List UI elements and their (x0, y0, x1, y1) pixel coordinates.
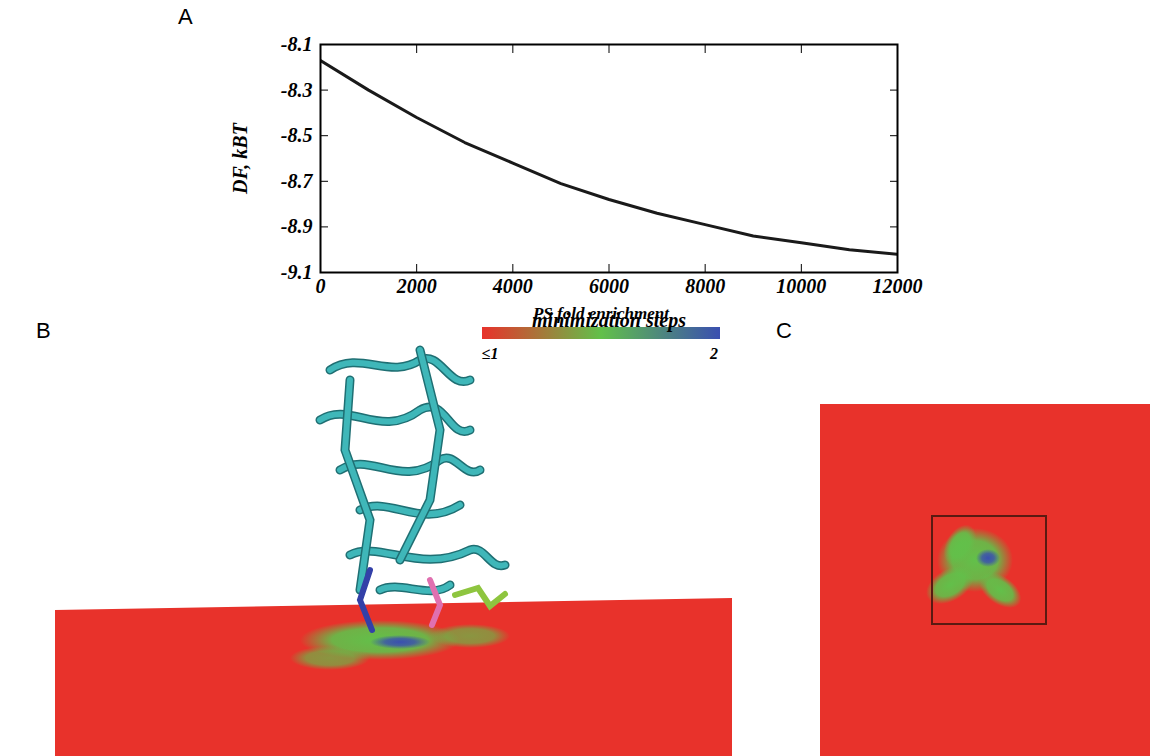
svg-text:≤1: ≤1 (482, 345, 499, 362)
html-text:C: C (776, 318, 792, 343)
svg-text:10000: 10000 (776, 275, 826, 297)
html-text:A: A (178, 4, 193, 29)
svg-text:-8.1: -8.1 (281, 33, 313, 55)
svg-text:minimization steps: minimization steps (532, 309, 686, 332)
svg-text:8000: 8000 (685, 275, 725, 297)
svg-text:0: 0 (316, 275, 326, 297)
svg-text:-8.7: -8.7 (281, 170, 314, 192)
svg-text:-8.5: -8.5 (281, 124, 313, 146)
svg-text:DF, kBT: DF, kBT (229, 122, 251, 195)
svg-text:6000: 6000 (589, 275, 629, 297)
svg-text:2000: 2000 (396, 275, 437, 297)
svg-text:-8.9: -8.9 (281, 215, 313, 237)
svg-text:2: 2 (709, 345, 718, 362)
svg-text:-9.1: -9.1 (281, 261, 313, 283)
html-text:B: B (36, 318, 51, 343)
svg-text:4000: 4000 (492, 275, 533, 297)
svg-text:12000: 12000 (873, 275, 923, 297)
svg-text:-8.3: -8.3 (281, 79, 313, 101)
